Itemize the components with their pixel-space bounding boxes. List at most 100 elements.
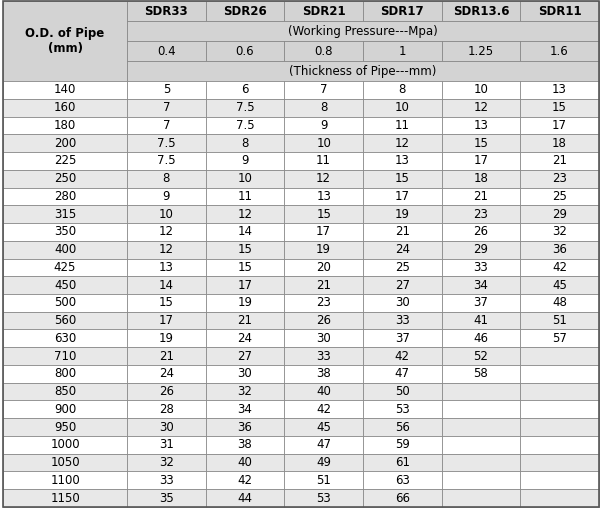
Bar — [127, 134, 206, 152]
Text: 15: 15 — [238, 261, 253, 274]
Text: 33: 33 — [395, 314, 410, 327]
Bar — [520, 170, 599, 187]
Text: 8: 8 — [163, 172, 170, 185]
Bar — [520, 347, 599, 365]
Text: 46: 46 — [473, 332, 488, 345]
Text: 12: 12 — [316, 172, 331, 185]
Text: 6: 6 — [241, 83, 249, 97]
Text: 17: 17 — [552, 119, 567, 132]
Text: 29: 29 — [552, 208, 567, 220]
Bar — [284, 489, 363, 507]
Text: 59: 59 — [395, 438, 410, 452]
Bar — [284, 223, 363, 241]
Bar — [520, 294, 599, 312]
Text: 61: 61 — [395, 456, 410, 469]
Bar — [127, 241, 206, 259]
Text: 19: 19 — [316, 243, 331, 256]
Text: 15: 15 — [395, 172, 410, 185]
Text: 950: 950 — [54, 421, 76, 434]
Bar — [363, 134, 442, 152]
Bar — [206, 41, 284, 61]
Bar — [520, 116, 599, 134]
Bar — [3, 187, 127, 205]
Text: 38: 38 — [316, 367, 331, 380]
Bar — [363, 223, 442, 241]
Bar — [284, 383, 363, 400]
Bar — [363, 294, 442, 312]
Bar — [363, 418, 442, 436]
Text: 32: 32 — [552, 226, 567, 238]
Bar — [206, 383, 284, 400]
Text: 0.6: 0.6 — [236, 45, 254, 57]
Bar — [520, 276, 599, 294]
Bar — [3, 205, 127, 223]
Text: 21: 21 — [159, 350, 174, 363]
Bar — [127, 187, 206, 205]
Bar — [127, 330, 206, 347]
Text: 13: 13 — [552, 83, 567, 97]
Bar — [520, 330, 599, 347]
Text: 33: 33 — [159, 474, 174, 487]
Text: 41: 41 — [473, 314, 488, 327]
Bar — [3, 259, 127, 276]
Text: 10: 10 — [473, 83, 488, 97]
Text: 42: 42 — [395, 350, 410, 363]
Text: 19: 19 — [238, 296, 253, 309]
Text: 34: 34 — [238, 403, 253, 416]
Bar — [520, 134, 599, 152]
Text: 50: 50 — [395, 385, 410, 398]
Text: 140: 140 — [54, 83, 76, 97]
Text: 15: 15 — [552, 101, 567, 114]
Bar — [520, 365, 599, 383]
Text: 47: 47 — [316, 438, 331, 452]
Text: 10: 10 — [159, 208, 174, 220]
Bar — [206, 330, 284, 347]
Bar — [363, 81, 442, 99]
Bar — [206, 294, 284, 312]
Bar — [284, 170, 363, 187]
Text: 0.4: 0.4 — [157, 45, 176, 57]
Text: 30: 30 — [159, 421, 174, 434]
Text: 35: 35 — [159, 492, 174, 504]
Bar — [3, 99, 127, 116]
Bar — [127, 116, 206, 134]
Text: 34: 34 — [473, 278, 488, 292]
Text: 28: 28 — [159, 403, 174, 416]
Bar — [284, 187, 363, 205]
Bar — [520, 259, 599, 276]
Text: 315: 315 — [54, 208, 76, 220]
Bar — [520, 41, 599, 61]
Text: 225: 225 — [54, 154, 76, 167]
Bar — [206, 152, 284, 170]
Bar — [3, 471, 127, 489]
Text: 1: 1 — [398, 45, 406, 57]
Text: 25: 25 — [395, 261, 410, 274]
Bar — [284, 400, 363, 418]
Bar — [284, 152, 363, 170]
Text: 32: 32 — [238, 385, 253, 398]
Text: 250: 250 — [54, 172, 76, 185]
Text: 24: 24 — [395, 243, 410, 256]
Text: 53: 53 — [395, 403, 410, 416]
Bar — [284, 99, 363, 116]
Bar — [284, 312, 363, 330]
Text: 42: 42 — [552, 261, 567, 274]
Text: 29: 29 — [473, 243, 488, 256]
Text: 14: 14 — [238, 226, 253, 238]
Bar — [3, 294, 127, 312]
Bar — [127, 276, 206, 294]
Bar — [127, 21, 599, 41]
Bar — [520, 489, 599, 507]
Text: 30: 30 — [238, 367, 253, 380]
Text: 13: 13 — [473, 119, 488, 132]
Text: 32: 32 — [159, 456, 174, 469]
Text: 33: 33 — [316, 350, 331, 363]
Bar — [284, 259, 363, 276]
Bar — [284, 1, 363, 21]
Text: 30: 30 — [395, 296, 410, 309]
Text: 14: 14 — [159, 278, 174, 292]
Bar — [520, 99, 599, 116]
Bar — [442, 41, 520, 61]
Text: 17: 17 — [395, 190, 410, 203]
Bar — [206, 471, 284, 489]
